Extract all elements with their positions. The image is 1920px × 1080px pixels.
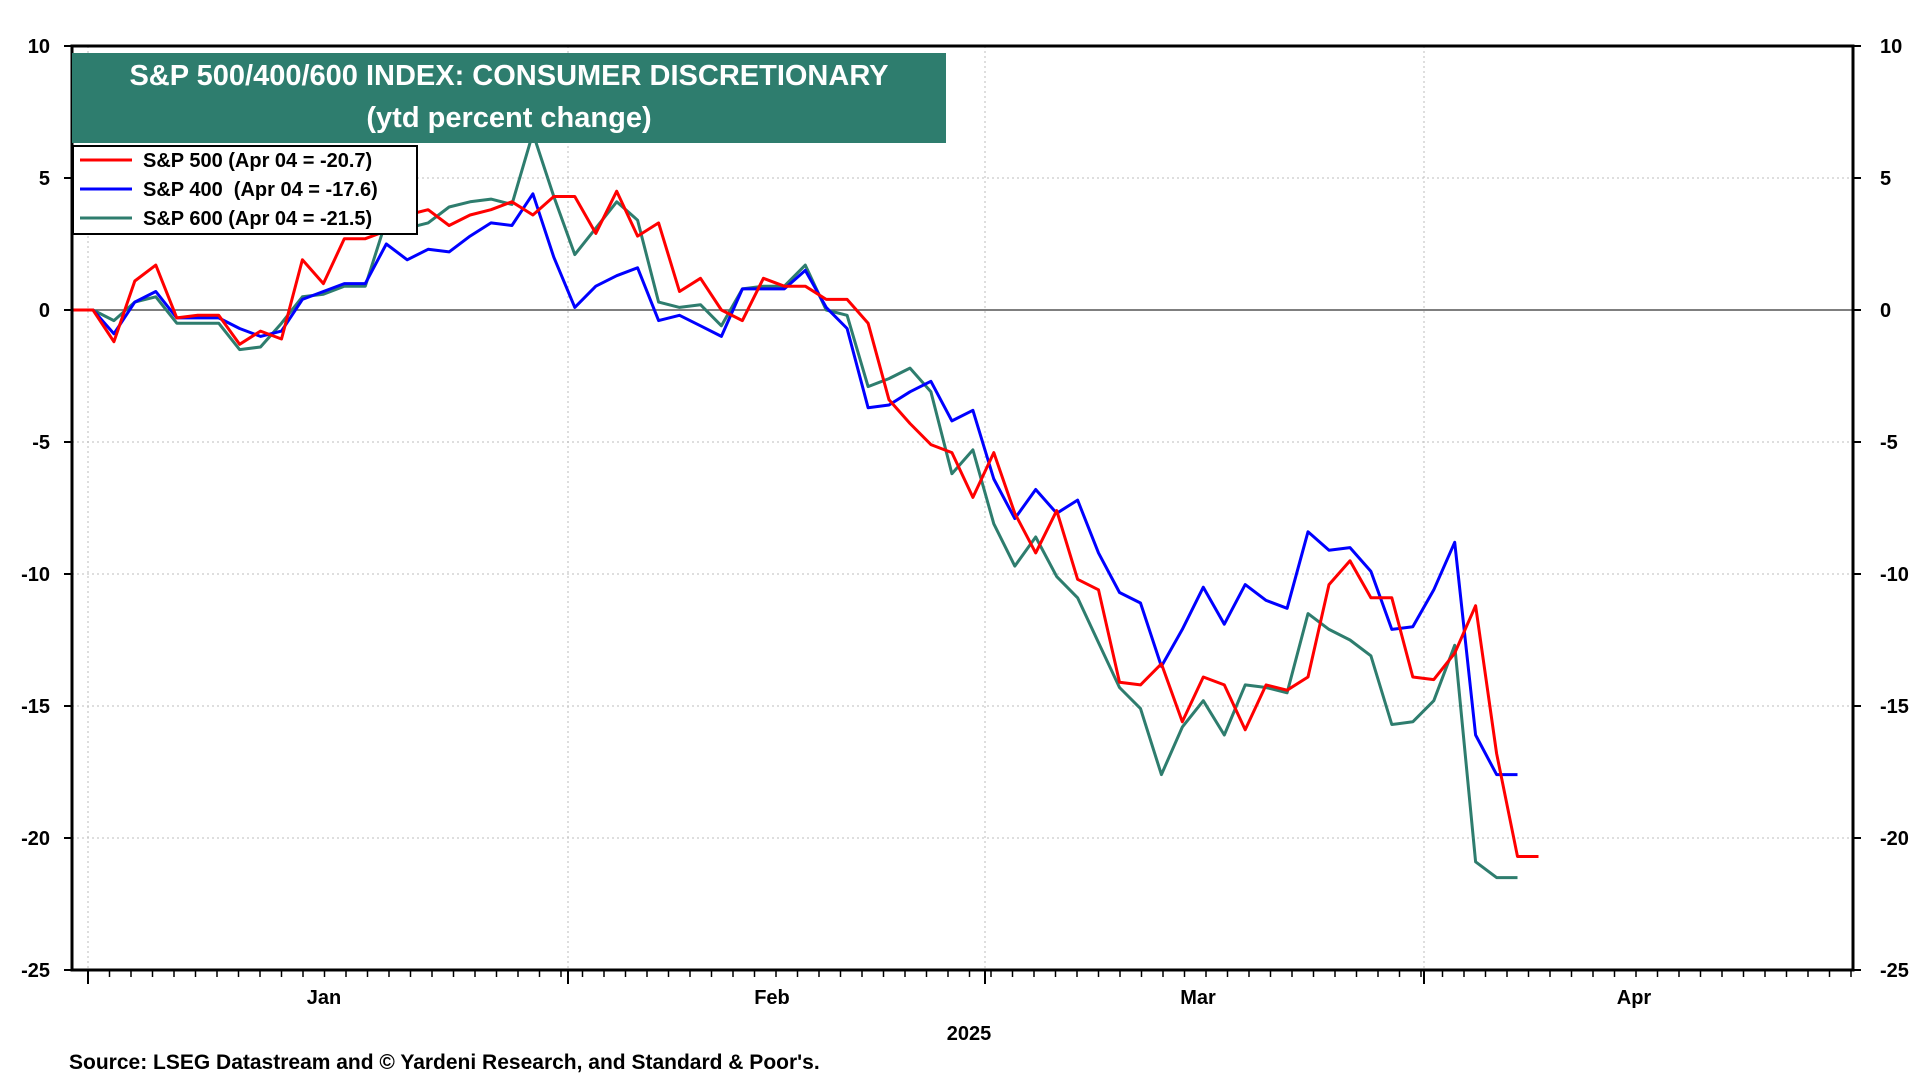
y-tick-label-right: -10 <box>1880 564 1909 586</box>
month-label-mar: Mar <box>1180 987 1216 1009</box>
y-tick-label-left: 10 <box>28 36 50 58</box>
title-background <box>72 53 946 143</box>
y-axis-ticks: 10 10 5 5 0 0 -5 -5 -10 -10 -15 -15 -20 -20 -25 -25 <box>21 36 1909 982</box>
y-tick-label-right: -20 <box>1880 828 1909 850</box>
y-tick-label-right: 0 <box>1880 300 1891 322</box>
y-tick-label-left: -20 <box>21 828 50 850</box>
month-label-jan: Jan <box>307 987 341 1009</box>
chart-subtitle: (ytd percent change) <box>366 102 651 134</box>
year-label: 2025 <box>947 1023 992 1045</box>
y-tick-label-right: -5 <box>1880 432 1898 454</box>
series-layer <box>72 131 1539 880</box>
month-label-apr: Apr <box>1617 987 1652 1009</box>
title-box: S&P 500/400/600 INDEX: CONSUMER DISCRETI… <box>72 53 946 143</box>
y-tick-label-left: 5 <box>39 168 50 190</box>
y-tick-label-right: 10 <box>1880 36 1902 58</box>
legend-label-sp600: S&P 600 (Apr 04 = -21.5) <box>143 208 372 230</box>
series-line-sp500 <box>72 189 1539 858</box>
series-line-sp600 <box>72 131 1518 880</box>
y-tick-label-right: -25 <box>1880 960 1909 982</box>
legend: S&P 500 (Apr 04 = -20.7) S&P 400 (Apr 04… <box>72 145 418 235</box>
y-tick-label-left: -15 <box>21 696 50 718</box>
legend-label-sp500: S&P 500 (Apr 04 = -20.7) <box>143 150 372 172</box>
plot-frame <box>70 44 1855 972</box>
month-label-feb: Feb <box>754 987 790 1009</box>
y-tick-label-left: -25 <box>21 960 50 982</box>
grid-layer <box>72 46 1853 970</box>
source-note: Source: LSEG Datastream and © Yardeni Re… <box>69 1051 820 1074</box>
y-tick-label-left: -5 <box>32 432 50 454</box>
x-axis-ticks <box>87 970 1852 984</box>
y-tick-label-right: 5 <box>1880 168 1891 190</box>
y-tick-label-left: 0 <box>39 300 50 322</box>
series-line-sp400 <box>72 192 1518 777</box>
y-tick-label-right: -15 <box>1880 696 1909 718</box>
legend-label-sp400: S&P 400 (Apr 04 = -17.6) <box>143 179 378 201</box>
y-tick-label-left: -10 <box>21 564 50 586</box>
chart-title: S&P 500/400/600 INDEX: CONSUMER DISCRETI… <box>129 60 888 92</box>
